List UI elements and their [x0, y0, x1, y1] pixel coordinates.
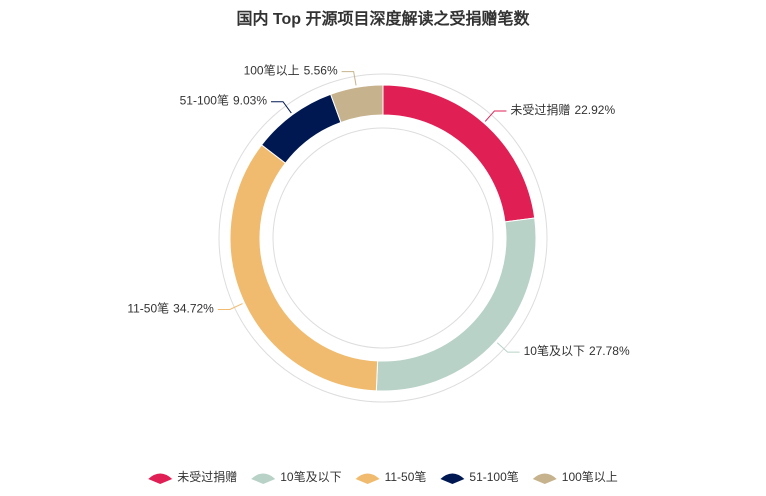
label-line: [484, 110, 507, 122]
chart-title: 国内 Top 开源项目深度解读之受捐赠笔数: [236, 9, 530, 28]
slice-label: 11-50笔 34.72%: [127, 301, 214, 316]
slice-label: 51-100笔 9.03%: [180, 93, 268, 108]
slice-label-value: 34.72%: [173, 302, 214, 316]
slice-label-name: 51-100笔: [180, 93, 229, 108]
donut-slice: [229, 144, 379, 392]
legend-icon: [440, 473, 465, 484]
legend-icon: [532, 473, 557, 484]
legend-icon: [251, 473, 276, 484]
legend-label: 11-50笔: [385, 469, 427, 484]
legend-label: 未受过捐赠: [177, 470, 237, 484]
outer-ring: [218, 73, 548, 403]
legend-icon: [148, 473, 173, 484]
slice-label: 未受过捐赠 22.92%: [510, 103, 615, 117]
slice-label: 10笔及以下 27.78%: [524, 343, 630, 358]
legend-icon: [355, 473, 380, 484]
donut-slice: [375, 217, 537, 392]
label-line: [341, 71, 357, 86]
legend-label: 100笔以上: [562, 469, 618, 484]
slice-label-value: 9.03%: [233, 94, 267, 108]
legend: 未受过捐赠 10笔及以下 11-50笔 51-100笔 100笔以上: [148, 469, 618, 484]
legend-label: 51-100笔: [469, 469, 518, 484]
slice-label-name: 100笔以上: [244, 63, 300, 78]
label-line: [271, 101, 292, 114]
legend-label: 10笔及以下: [280, 469, 341, 484]
slice-label-name: 11-50笔: [127, 301, 169, 316]
label-line: [496, 342, 520, 353]
slice-label-value: 5.56%: [304, 64, 338, 78]
slice-label-name: 10笔及以下: [524, 343, 585, 358]
slice-label-value: 22.92%: [574, 103, 615, 117]
donut-slice: [329, 84, 384, 124]
inner-ring: [272, 127, 494, 349]
donut-slice: [260, 93, 342, 164]
label-line: [217, 303, 243, 310]
slice-label: 100笔以上 5.56%: [244, 63, 338, 78]
slice-label-name: 未受过捐赠: [510, 103, 570, 117]
slice-label-value: 27.78%: [589, 344, 630, 358]
